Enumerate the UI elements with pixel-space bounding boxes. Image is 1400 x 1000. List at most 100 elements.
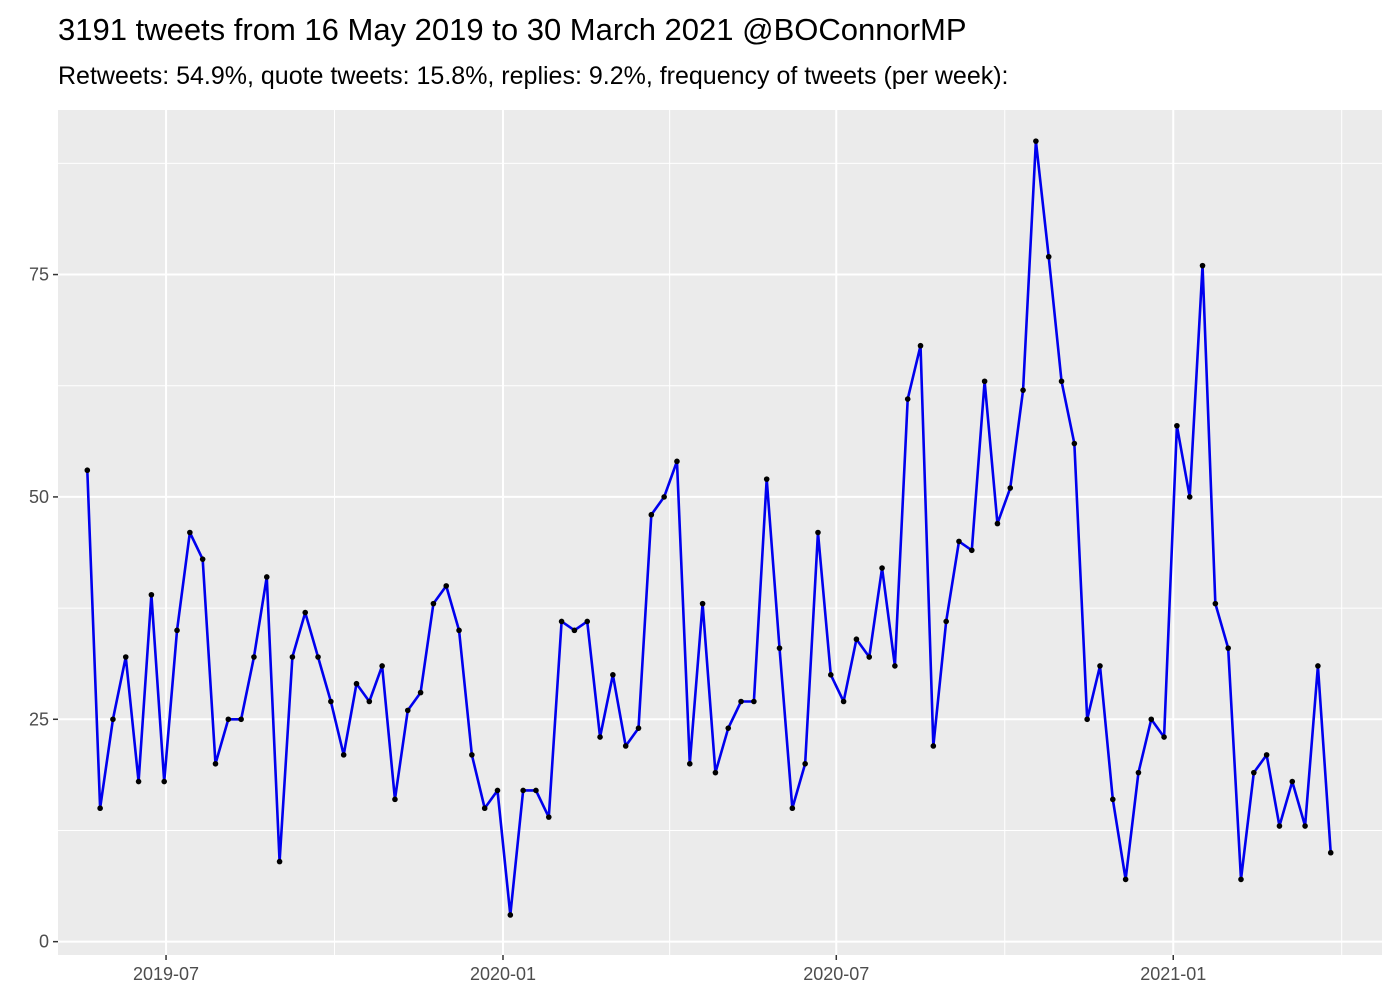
- data-point: [174, 627, 180, 634]
- data-point: [366, 698, 373, 705]
- data-point: [1276, 823, 1283, 829]
- data-point: [879, 565, 885, 571]
- data-point: [1148, 716, 1155, 723]
- data-point: [1135, 769, 1142, 776]
- data-point: [994, 520, 1001, 527]
- data-point: [1174, 422, 1180, 429]
- data-point: [469, 752, 475, 758]
- data-point: [494, 787, 501, 794]
- data-point: [968, 547, 975, 554]
- chart-subtitle: Retweets: 54.9%, quote tweets: 15.8%, re…: [58, 62, 1009, 90]
- data-point: [1058, 378, 1065, 385]
- data-point: [1302, 823, 1308, 829]
- data-point: [558, 618, 565, 625]
- data-point: [199, 556, 206, 562]
- data-point: [917, 342, 924, 349]
- data-point: [545, 814, 552, 820]
- data-point: [1212, 600, 1219, 607]
- data-point: [584, 618, 591, 625]
- data-point: [315, 654, 321, 660]
- data-point: [328, 698, 334, 705]
- data-point: [430, 600, 437, 607]
- data-point: [610, 672, 616, 678]
- series-line: [86, 139, 1333, 917]
- data-point: [340, 752, 347, 758]
- data-point: [738, 698, 744, 705]
- data-point: [571, 627, 578, 634]
- data-point: [251, 654, 257, 660]
- y-tick-label: 75: [29, 265, 49, 285]
- data-point: [648, 511, 655, 518]
- data-point: [238, 716, 244, 723]
- data-point: [1315, 663, 1321, 669]
- data-point: [1327, 849, 1334, 856]
- data-point: [122, 654, 129, 660]
- data-point: [635, 725, 642, 731]
- data-point: [904, 396, 911, 402]
- data-point: [981, 378, 988, 385]
- y-tick-label: 0: [39, 932, 49, 952]
- data-point: [930, 743, 937, 749]
- x-tick-label: 2021-01: [1140, 964, 1206, 984]
- data-point: [520, 787, 526, 794]
- x-tick-label: 2020-01: [470, 964, 536, 984]
- data-point: [404, 707, 411, 714]
- data-point: [840, 698, 847, 705]
- data-point: [135, 778, 142, 785]
- data-point: [533, 787, 539, 794]
- data-point: [161, 778, 168, 785]
- y-tick-label: 25: [29, 709, 49, 729]
- data-point: [712, 769, 719, 776]
- axes-layer: 0 25 50 75 2019-07 2020-01 2020-07 2021-01: [29, 265, 1206, 984]
- data-point: [1097, 663, 1103, 669]
- data-point: [187, 529, 193, 536]
- data-point: [1199, 262, 1206, 269]
- data-point: [956, 538, 962, 545]
- data-point: [392, 796, 398, 803]
- data-point: [1084, 716, 1090, 723]
- data-point: [289, 654, 296, 660]
- data-point: [1161, 734, 1167, 740]
- data-point: [815, 529, 821, 536]
- data-point: [943, 618, 949, 625]
- data-point: [1186, 494, 1193, 500]
- data-point: [110, 716, 116, 723]
- data-point: [84, 467, 91, 474]
- data-point: [263, 574, 270, 580]
- data-point: [1238, 876, 1244, 883]
- data-point: [827, 672, 834, 678]
- data-point: [456, 627, 462, 634]
- data-point: [1263, 752, 1270, 758]
- data-point: [353, 680, 360, 687]
- y-tick-label: 50: [29, 487, 49, 507]
- data-point: [1122, 876, 1129, 883]
- data-point: [622, 743, 629, 749]
- data-point: [699, 600, 706, 607]
- data-point: [853, 636, 860, 643]
- data-point: [417, 689, 424, 696]
- data-point: [379, 663, 385, 669]
- data-point: [443, 583, 450, 589]
- data-point: [892, 663, 898, 669]
- data-point: [674, 458, 680, 465]
- data-point: [1071, 440, 1078, 447]
- data-point: [1033, 138, 1039, 144]
- x-tick-label: 2020-07: [803, 964, 869, 984]
- data-point: [751, 698, 757, 705]
- data-point: [1045, 253, 1052, 260]
- data-point: [481, 805, 488, 812]
- data-point: [1225, 645, 1231, 651]
- data-point: [789, 805, 796, 812]
- chart-title: 3191 tweets from 16 May 2019 to 30 March…: [58, 12, 967, 47]
- data-point: [1110, 796, 1116, 803]
- data-point: [212, 760, 219, 767]
- data-point: [866, 654, 873, 660]
- data-point: [802, 760, 808, 767]
- data-point: [597, 734, 603, 740]
- data-point: [686, 760, 693, 767]
- data-point: [1289, 778, 1296, 785]
- data-point: [97, 805, 103, 812]
- data-point: [1020, 387, 1026, 393]
- data-point: [276, 858, 283, 865]
